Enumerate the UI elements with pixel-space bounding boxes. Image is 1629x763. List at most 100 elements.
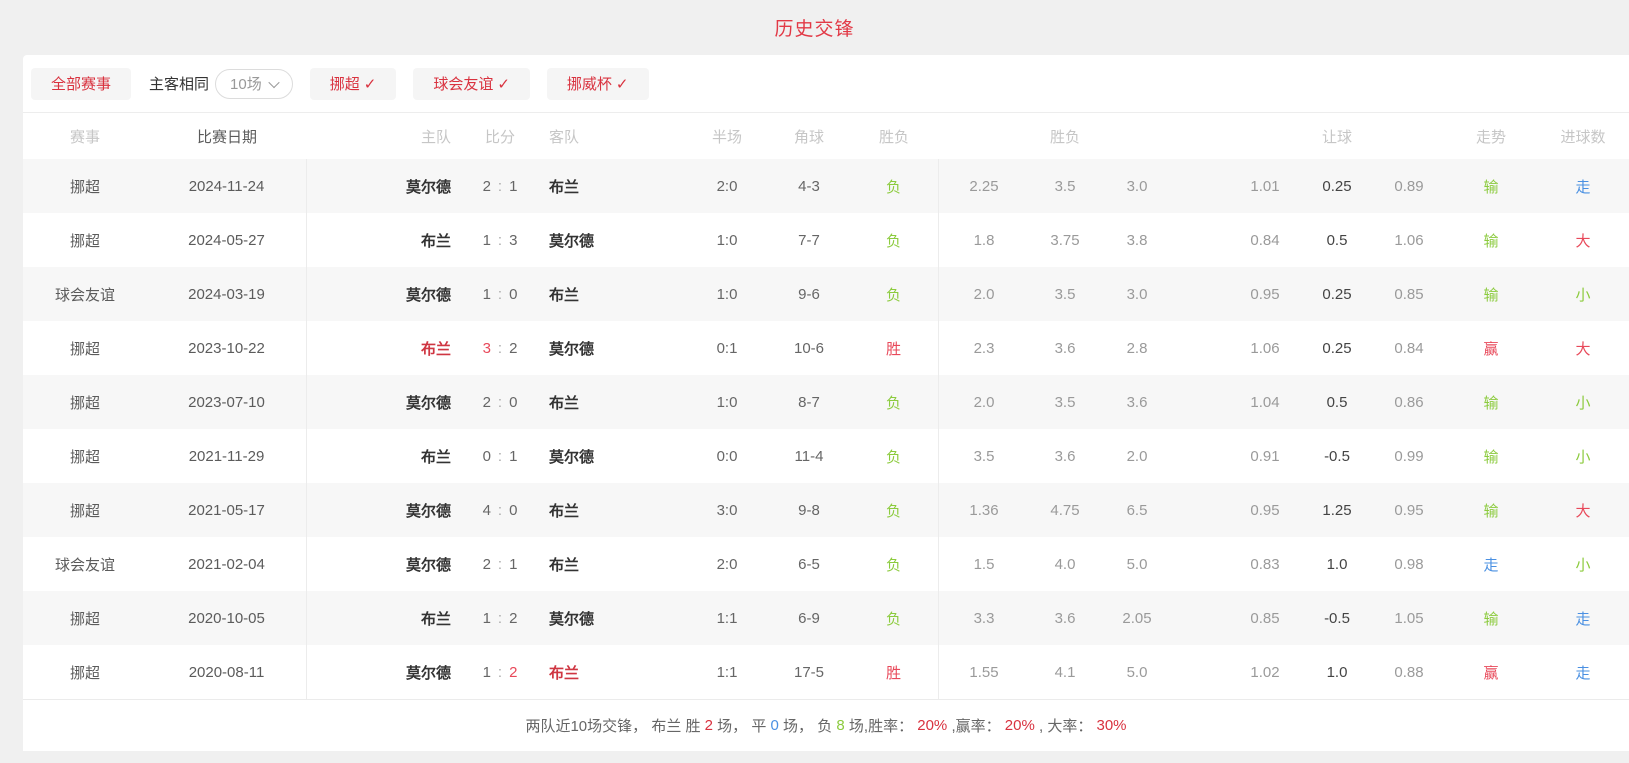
- handicap-line-cell: 0.5: [1326, 231, 1348, 249]
- away-team: 莫尔德: [549, 232, 595, 250]
- odds-away-cell: 3.0: [1126, 177, 1148, 195]
- score-cell: 1:0: [465, 286, 535, 303]
- score-cell: 1:2: [465, 664, 535, 681]
- corners-cell: 10-6: [793, 339, 825, 357]
- competition-cell: 挪超: [69, 340, 100, 358]
- competition-cell: 挪超: [69, 448, 100, 466]
- trend-cell: 输: [1483, 286, 1499, 304]
- away-goals: 2: [509, 663, 518, 681]
- header-trend: 走势: [1475, 128, 1506, 146]
- summary-segment: 场， 负: [778, 717, 837, 735]
- corners-cell: 6-5: [798, 555, 820, 573]
- home-goals: 3: [482, 339, 491, 357]
- home-team: 莫尔德: [405, 178, 451, 196]
- summary-segment: , 大率：: [1034, 717, 1097, 735]
- title-bar: 历史交锋: [0, 0, 1629, 55]
- odds-draw-cell: 3.5: [1054, 177, 1076, 195]
- handicap-line-cell: 0.5: [1326, 393, 1348, 411]
- score-colon: :: [497, 609, 503, 627]
- match-count-dropdown[interactable]: 10场: [215, 68, 293, 99]
- table-row: 挪超 2024-05-27 布兰 1:3 莫尔德 1:0 7-7 负 1.8 3…: [23, 213, 1629, 267]
- same-venue-label: 主客相同: [149, 76, 210, 93]
- handicap-away-cell: 0.88: [1394, 663, 1424, 681]
- home-goals: 1: [482, 231, 491, 249]
- header-odds: 胜负: [1049, 128, 1080, 146]
- table-row: 挪超 2020-08-11 莫尔德 1:2 布兰 1:1 17-5 胜 1.55…: [23, 645, 1629, 699]
- date-cell: 2024-05-27: [147, 213, 307, 267]
- odds-home-cell: 1.5: [973, 555, 995, 573]
- odds-draw-cell: 3.75: [1050, 231, 1080, 249]
- summary-segment: ,赢率：: [947, 717, 1005, 735]
- score-colon: :: [497, 393, 503, 411]
- handicap-line-cell: 0.25: [1322, 177, 1352, 195]
- handicap-home-cell: 0.84: [1250, 231, 1280, 249]
- date-cell: 2024-11-24: [147, 159, 307, 213]
- handicap-away-cell: 1.06: [1394, 231, 1424, 249]
- table-row: 挪超 2023-10-22 布兰 3:2 莫尔德 0:1 10-6 胜 2.3 …: [23, 321, 1629, 375]
- header-handicap: 让球: [1321, 128, 1352, 146]
- date-cell: 2020-08-11: [147, 645, 307, 699]
- score-colon: :: [497, 231, 503, 249]
- filter-league-label: 球会友谊: [433, 76, 494, 93]
- handicap-home-cell: 0.91: [1250, 447, 1280, 465]
- home-goals: 2: [482, 393, 491, 411]
- handicap-line-cell: -0.5: [1324, 609, 1350, 627]
- all-events-button[interactable]: 全部赛事: [31, 67, 132, 100]
- home-goals: 1: [482, 663, 491, 681]
- competition-cell: 挪超: [69, 178, 100, 196]
- competition-cell: 球会友谊: [54, 286, 115, 304]
- result-cell: 负: [849, 267, 939, 321]
- away-goals: 2: [509, 339, 518, 357]
- handicap-away-cell: 0.84: [1394, 339, 1424, 357]
- home-goals: 0: [482, 447, 491, 465]
- filter-league-button-3[interactable]: 挪威杯 ✓: [546, 67, 649, 100]
- odds-home-cell: 3.5: [973, 447, 995, 465]
- check-icon: ✓: [615, 75, 629, 93]
- away-goals: 1: [509, 177, 518, 195]
- home-team: 莫尔德: [405, 394, 451, 412]
- result-cell: 负: [849, 375, 939, 429]
- home-goals: 2: [482, 177, 491, 195]
- home-team: 莫尔德: [405, 664, 451, 682]
- halftime-cell: 1:1: [716, 609, 738, 627]
- handicap-home-cell: 0.95: [1250, 501, 1280, 519]
- corners-cell: 9-8: [798, 501, 820, 519]
- score-cell: 2:1: [465, 556, 535, 573]
- handicap-away-cell: 1.05: [1394, 609, 1424, 627]
- corners-cell: 17-5: [793, 663, 825, 681]
- date-cell: 2020-10-05: [147, 591, 307, 645]
- result-cell: 胜: [849, 321, 939, 375]
- halftime-cell: 2:0: [716, 555, 738, 573]
- header-result: 胜负: [878, 128, 909, 146]
- away-goals: 0: [509, 285, 518, 303]
- halftime-cell: 2:0: [716, 177, 738, 195]
- date-cell: 2023-10-22: [147, 321, 307, 375]
- away-team: 莫尔德: [549, 448, 595, 466]
- trend-cell: 输: [1483, 232, 1499, 250]
- home-team: 莫尔德: [405, 556, 451, 574]
- home-team: 莫尔德: [405, 502, 451, 520]
- header-score: 比分: [484, 128, 515, 146]
- history-panel: 全部赛事 主客相同 10场 挪超 ✓ 球会友谊 ✓ 挪威杯 ✓ 赛事 比赛日期 …: [23, 55, 1629, 751]
- score-cell: 2:0: [465, 394, 535, 411]
- score-cell: 1:3: [465, 232, 535, 249]
- table-row: 挪超 2020-10-05 布兰 1:2 莫尔德 1:1 6-9 负 3.3 3…: [23, 591, 1629, 645]
- odds-draw-cell: 3.5: [1054, 393, 1076, 411]
- goals-cell: 大: [1575, 502, 1591, 520]
- handicap-home-cell: 0.95: [1250, 285, 1280, 303]
- result-cell: 负: [849, 591, 939, 645]
- filter-league-button-1[interactable]: 挪超 ✓: [309, 67, 397, 100]
- corners-cell: 8-7: [798, 393, 820, 411]
- handicap-home-cell: 1.04: [1250, 393, 1280, 411]
- filter-league-button-2[interactable]: 球会友谊 ✓: [413, 67, 530, 100]
- date-cell: 2021-11-29: [147, 429, 307, 483]
- odds-home-cell: 2.3: [973, 339, 995, 357]
- home-team: 莫尔德: [405, 286, 451, 304]
- result-cell: 负: [849, 537, 939, 591]
- odds-away-cell: 6.5: [1126, 501, 1148, 519]
- handicap-line-cell: 1.0: [1326, 555, 1348, 573]
- date-cell: 2021-05-17: [147, 483, 307, 537]
- goals-cell: 大: [1575, 340, 1591, 358]
- trend-cell: 走: [1483, 556, 1499, 574]
- result-cell: 负: [849, 159, 939, 213]
